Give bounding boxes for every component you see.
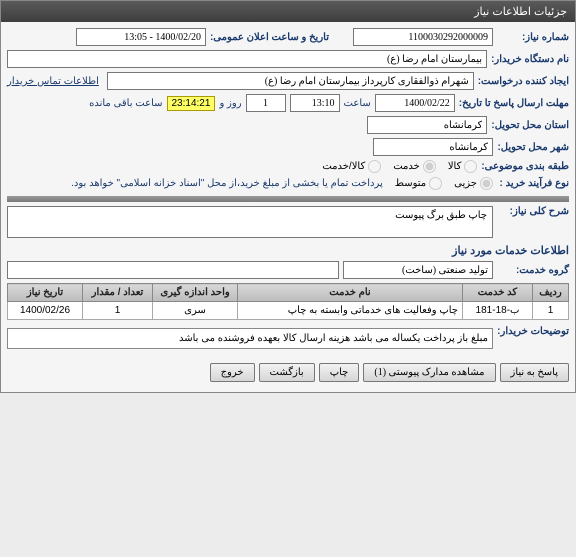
need-no-label: شماره نیاز:: [497, 32, 569, 43]
announce-label: تاریخ و ساعت اعلان عمومی:: [210, 32, 329, 43]
radio-kala-khadmat-label: کالا/خدمت: [322, 161, 365, 172]
city-input[interactable]: [373, 138, 493, 156]
table-body: 1 ب-18-181 چاپ وفعالیت های خدماتی وابسته…: [8, 302, 569, 320]
radio-kala-input[interactable]: [464, 160, 477, 173]
city-label: شهر محل تحویل:: [497, 142, 569, 153]
row-need-no: شماره نیاز: تاریخ و ساعت اعلان عمومی:: [7, 28, 569, 46]
category-label: طبقه بندی موضوعی:: [481, 161, 569, 172]
buyer-org-input[interactable]: [7, 50, 487, 68]
pay-note: پرداخت تمام یا بخشی از مبلغ خرید،از محل …: [71, 178, 383, 189]
row-province: استان محل تحویل:: [7, 116, 569, 134]
cell-qty: 1: [83, 302, 153, 320]
row-city: شهر محل تحویل:: [7, 138, 569, 156]
th-row: ردیف: [533, 284, 569, 302]
days-remain-input[interactable]: [246, 94, 286, 112]
radio-partial-input[interactable]: [480, 177, 493, 190]
creator-label: ایجاد کننده درخواست:: [478, 76, 569, 87]
deadline-date-input[interactable]: [375, 94, 455, 112]
province-input[interactable]: [367, 116, 487, 134]
group-label: گروه خدمت:: [497, 265, 569, 276]
days-word: روز و: [219, 98, 241, 109]
cell-name: چاپ وفعالیت های خدماتی وابسته به چاپ: [238, 302, 463, 320]
row-deadline: مهلت ارسال پاسخ تا تاریخ: ساعت روز و 23:…: [7, 94, 569, 112]
announce-input[interactable]: [76, 28, 206, 46]
row-group: گروه خدمت:: [7, 261, 569, 279]
radio-khadmat-label: خدمت: [393, 161, 420, 172]
cell-row: 1: [533, 302, 569, 320]
category-radio-group: کالا خدمت کالا/خدمت: [322, 160, 477, 173]
cell-unit: سری: [153, 302, 238, 320]
cell-code: ب-18-181: [463, 302, 533, 320]
need-no-input[interactable]: [353, 28, 493, 46]
radio-khadmat-input[interactable]: [423, 160, 436, 173]
radio-kala-label: کالا: [448, 161, 462, 172]
row-category: طبقه بندی موضوعی: کالا خدمت کالا/خدمت: [7, 160, 569, 173]
cell-date: 1400/02/26: [8, 302, 83, 320]
buyer-note-box: مبلغ باز پرداخت یکساله می باشد هزینه ارس…: [7, 328, 493, 349]
print-button[interactable]: چاپ: [319, 363, 360, 382]
services-table: ردیف کد خدمت نام خدمت واحد اندازه گیری ت…: [7, 283, 569, 320]
pay-radio-group: جزیی متوسط: [395, 177, 493, 190]
countdown-badge: 23:14:21: [167, 96, 216, 111]
time-word: ساعت: [344, 98, 371, 109]
radio-medium-input[interactable]: [429, 177, 442, 190]
deadline-label: مهلت ارسال پاسخ تا تاریخ:: [459, 98, 569, 109]
th-date: تاریخ نیاز: [8, 284, 83, 302]
row-pay-type: نوع فرآیند خرید : جزیی متوسط پرداخت تمام…: [7, 177, 569, 190]
radio-kala[interactable]: کالا: [448, 160, 478, 173]
table-row[interactable]: 1 ب-18-181 چاپ وفعالیت های خدماتی وابسته…: [8, 302, 569, 320]
desc-label: شرح کلی نیاز:: [497, 206, 569, 217]
button-bar: پاسخ به نیاز مشاهده مدارک پیوستی (1) چاپ…: [7, 359, 569, 386]
province-label: استان محل تحویل:: [491, 120, 569, 131]
group-input[interactable]: [343, 261, 493, 279]
attachments-button[interactable]: مشاهده مدارک پیوستی (1): [363, 363, 495, 382]
radio-medium-label: متوسط: [395, 178, 426, 189]
pay-type-label: نوع فرآیند خرید :: [497, 178, 569, 189]
th-name: نام خدمت: [238, 284, 463, 302]
buyer-note-label: توضیحات خریدار:: [497, 326, 569, 337]
deadline-time-input[interactable]: [290, 94, 340, 112]
row-buyer-org: نام دستگاه خریدار:: [7, 50, 569, 68]
exit-button[interactable]: خروج: [210, 363, 255, 382]
buyer-org-label: نام دستگاه خریدار:: [491, 54, 569, 65]
form-content: شماره نیاز: تاریخ و ساعت اعلان عمومی: نا…: [1, 22, 575, 392]
remain-word: ساعت باقی مانده: [89, 98, 162, 109]
radio-partial[interactable]: جزیی: [454, 177, 493, 190]
table-header-row: ردیف کد خدمت نام خدمت واحد اندازه گیری ت…: [8, 284, 569, 302]
services-header: اطلاعات خدمات مورد نیاز: [7, 244, 569, 257]
details-window: جزئیات اطلاعات نیاز شماره نیاز: تاریخ و …: [0, 0, 576, 393]
row-buyer-note: توضیحات خریدار: مبلغ باز پرداخت یکساله م…: [7, 326, 569, 349]
desc-textarea[interactable]: [7, 206, 493, 238]
reply-button[interactable]: پاسخ به نیاز: [500, 363, 570, 382]
th-code: کد خدمت: [463, 284, 533, 302]
window-titlebar: جزئیات اطلاعات نیاز: [1, 1, 575, 22]
radio-medium[interactable]: متوسط: [395, 177, 442, 190]
radio-kala-khadmat-input[interactable]: [368, 160, 381, 173]
th-qty: تعداد / مقدار: [83, 284, 153, 302]
group-extra-input[interactable]: [7, 261, 339, 279]
window-title: جزئیات اطلاعات نیاز: [474, 6, 567, 18]
radio-khadmat[interactable]: خدمت: [393, 160, 436, 173]
contact-link[interactable]: اطلاعات تماس خریدار: [7, 76, 99, 87]
row-desc: شرح کلی نیاز:: [7, 206, 569, 238]
radio-kala-khadmat[interactable]: کالا/خدمت: [322, 160, 381, 173]
radio-partial-label: جزیی: [454, 178, 477, 189]
th-unit: واحد اندازه گیری: [153, 284, 238, 302]
creator-input[interactable]: [107, 72, 474, 90]
row-creator: ایجاد کننده درخواست: اطلاعات تماس خریدار: [7, 72, 569, 90]
back-button[interactable]: بازگشت: [259, 363, 315, 382]
desc-section-header: [7, 196, 569, 202]
